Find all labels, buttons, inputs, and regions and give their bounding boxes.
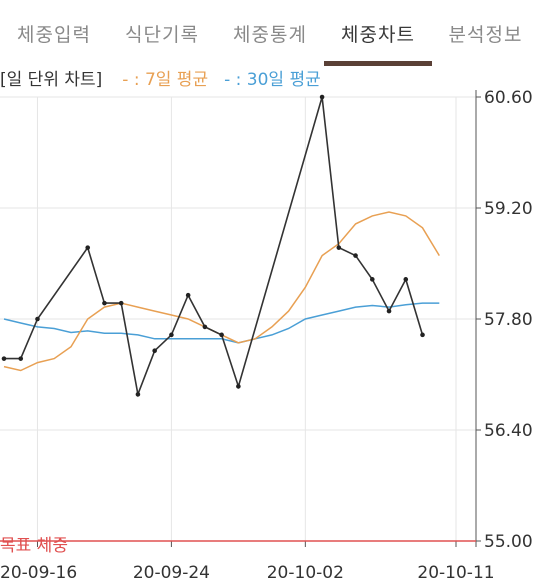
legend-30day-average: - : 30일 평균	[224, 69, 321, 90]
data-point	[236, 384, 241, 389]
data-point	[420, 332, 425, 338]
tab-analysis[interactable]: 분석정보	[448, 23, 523, 46]
y-tick-label: 55.00	[484, 532, 533, 552]
data-point	[386, 308, 392, 314]
data-point	[152, 348, 157, 354]
data-point	[118, 300, 124, 306]
data-point	[185, 292, 191, 298]
y-tick-label: 57.80	[484, 310, 533, 330]
data-point	[319, 94, 325, 100]
x-tick-label: 20-09-24	[133, 563, 210, 583]
y-tick-label: 60.60	[484, 88, 533, 108]
y-tick-label: 56.40	[484, 421, 533, 441]
tab-weight-chart[interactable]: 체중차트	[341, 23, 415, 46]
x-tick-label: 20-09-16	[0, 563, 77, 583]
target-weight-label: 목표 체중	[0, 536, 68, 556]
chart-legend: [일 단위 차트] - : 7일 평균 - : 30일 평균	[0, 64, 321, 90]
tab-weight-input[interactable]: 체중입력	[17, 23, 91, 46]
data-point	[35, 316, 40, 322]
legend-7day-average: - : 7일 평균	[122, 69, 209, 90]
data-point	[18, 356, 24, 361]
tab-bar: 체중입력 식단기록 체중통계 체중차트 분석정보	[0, 0, 539, 66]
data-point	[219, 332, 224, 338]
data-point	[169, 332, 174, 338]
data-point	[85, 245, 91, 250]
tab-weight-stats[interactable]: 체중통계	[233, 23, 307, 46]
y-tick-label: 59.20	[484, 199, 533, 219]
data-point	[336, 245, 342, 250]
series-line-ma30	[3, 302, 440, 344]
series-line-ma7	[3, 211, 440, 372]
chart-title: [일 단위 차트]	[0, 69, 103, 90]
series-line-weight	[4, 96, 424, 398]
data-point	[202, 324, 208, 330]
data-point	[353, 253, 358, 258]
data-point	[1, 356, 7, 361]
data-point	[403, 277, 409, 282]
tab-diet-log[interactable]: 식단기록	[125, 23, 199, 46]
data-point	[102, 300, 107, 306]
x-tick-label: 20-10-11	[417, 563, 494, 583]
active-tab-indicator	[324, 61, 432, 66]
x-tick-label: 20-10-02	[267, 563, 344, 583]
data-point	[135, 392, 141, 397]
data-point	[369, 277, 375, 282]
